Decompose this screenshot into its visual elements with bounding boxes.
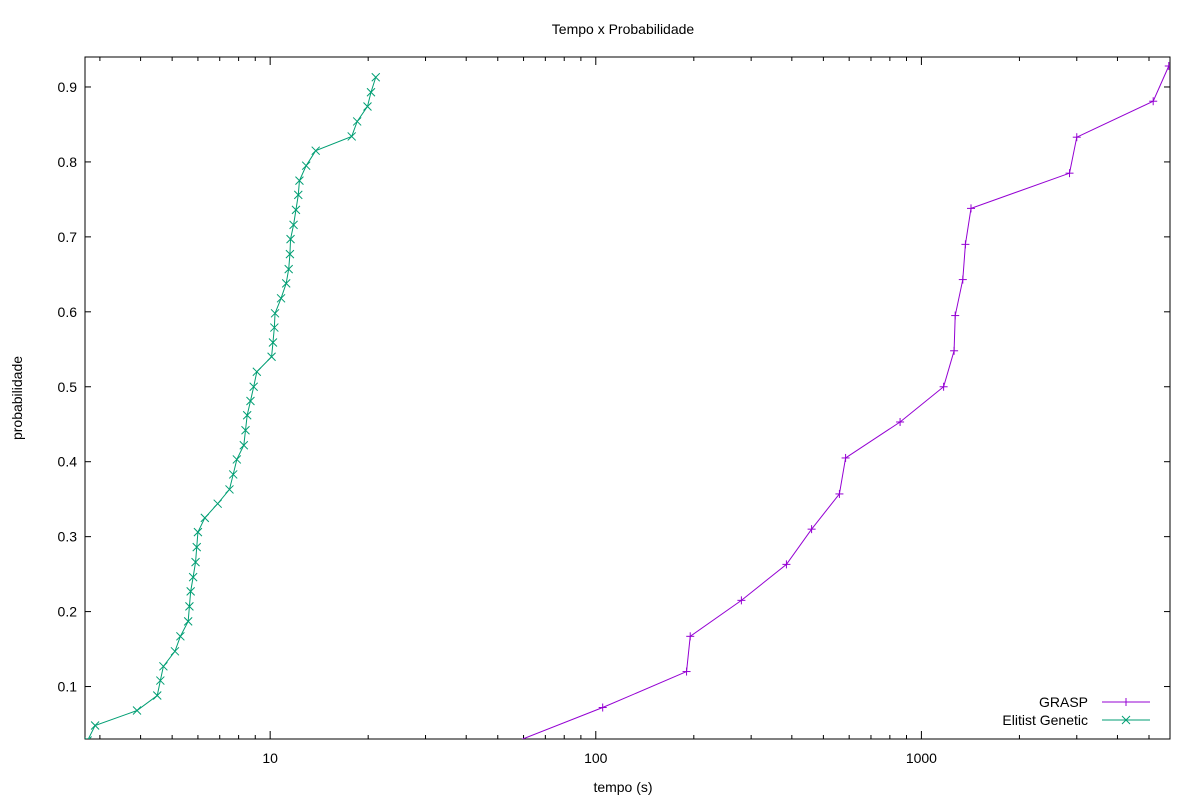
data-point-elitist-genetic bbox=[295, 176, 304, 186]
data-point-grasp bbox=[737, 596, 746, 605]
data-point-elitist-genetic bbox=[289, 220, 298, 230]
legend-marker-grasp bbox=[1122, 698, 1130, 706]
plot-area-frame bbox=[84, 56, 1171, 740]
data-point-grasp bbox=[1149, 97, 1158, 106]
data-point-elitist-genetic bbox=[188, 572, 198, 582]
series-line-elitist-genetic bbox=[87, 77, 377, 739]
data-point-elitist-genetic bbox=[152, 691, 162, 700]
data-point-grasp bbox=[598, 703, 607, 712]
data-point-grasp bbox=[782, 560, 791, 569]
data-point-grasp bbox=[966, 204, 975, 213]
legend-label-grasp: GRASP bbox=[1039, 694, 1088, 710]
data-point-elitist-genetic bbox=[371, 72, 381, 82]
chart-title: Tempo x Probabilidade bbox=[552, 21, 695, 37]
data-point-grasp bbox=[835, 489, 844, 498]
data-point-grasp bbox=[686, 632, 695, 641]
data-point-elitist-genetic bbox=[185, 601, 194, 611]
x-axis-title: tempo (s) bbox=[593, 779, 652, 795]
y-tick-label: 0.4 bbox=[58, 454, 78, 470]
data-point-grasp bbox=[1164, 61, 1170, 70]
data-point-elitist-genetic bbox=[363, 102, 372, 111]
y-tick-label: 0.2 bbox=[58, 604, 78, 620]
data-point-grasp bbox=[1065, 169, 1074, 178]
data-point-elitist-genetic bbox=[267, 352, 276, 362]
y-tick-label: 0.3 bbox=[58, 529, 78, 545]
data-point-elitist-genetic bbox=[192, 542, 202, 552]
data-point-elitist-genetic bbox=[291, 205, 301, 215]
data-point-grasp bbox=[950, 346, 959, 355]
y-tick-label: 0.1 bbox=[58, 679, 78, 695]
legend-marker-elitist-genetic bbox=[1121, 715, 1131, 725]
data-point-elitist-genetic bbox=[183, 616, 193, 626]
data-point-elitist-genetic bbox=[85, 736, 92, 739]
x-tick-label: 1000 bbox=[906, 750, 937, 766]
data-point-grasp bbox=[507, 739, 515, 747]
data-point-elitist-genetic bbox=[276, 293, 286, 303]
data-point-elitist-genetic bbox=[159, 661, 168, 671]
legend: GRASP Elitist Genetic bbox=[1002, 694, 1150, 728]
data-point-elitist-genetic bbox=[225, 485, 234, 494]
data-point-elitist-genetic bbox=[239, 440, 249, 450]
y-tick-label: 0.6 bbox=[58, 304, 78, 320]
data-point-grasp bbox=[807, 525, 816, 534]
data-point-elitist-genetic bbox=[281, 278, 291, 288]
data-point-elitist-genetic bbox=[186, 587, 196, 596]
data-point-elitist-genetic bbox=[241, 425, 250, 435]
data-point-elitist-genetic bbox=[284, 264, 294, 274]
data-point-elitist-genetic bbox=[301, 161, 311, 171]
data-point-elitist-genetic bbox=[249, 382, 259, 392]
y-tick-label: 0.5 bbox=[58, 379, 78, 395]
data-point-grasp bbox=[961, 240, 970, 249]
data-point-grasp bbox=[1072, 133, 1081, 142]
data-point-elitist-genetic bbox=[270, 308, 280, 318]
axis-ticks: 0.1 0.2 0.3 0.4 0.5 0.6 0.7 0.8 0.9 10 100 1000 bbox=[58, 57, 1170, 766]
data-point-grasp bbox=[682, 667, 691, 676]
data-point-elitist-genetic bbox=[155, 676, 165, 685]
data-point-elitist-genetic bbox=[311, 146, 321, 156]
data-point-elitist-genetic bbox=[176, 631, 185, 641]
y-tick-label: 0.8 bbox=[58, 154, 78, 170]
data-point-grasp bbox=[958, 275, 967, 284]
x-tick-label: 100 bbox=[584, 750, 608, 766]
data-point-grasp bbox=[951, 311, 960, 320]
data-point-grasp bbox=[841, 453, 850, 462]
data-point-grasp bbox=[896, 417, 905, 426]
data-point-elitist-genetic bbox=[90, 721, 100, 730]
data-point-elitist-genetic bbox=[213, 499, 223, 509]
data-point-elitist-genetic bbox=[347, 132, 357, 141]
data-point-elitist-genetic bbox=[352, 117, 362, 126]
series-layer bbox=[85, 61, 1170, 747]
x-tick-label: 10 bbox=[262, 750, 278, 766]
data-point-elitist-genetic bbox=[191, 557, 200, 567]
data-point-elitist-genetic bbox=[228, 470, 238, 479]
data-point-elitist-genetic bbox=[293, 190, 303, 200]
data-point-elitist-genetic bbox=[232, 455, 242, 464]
data-point-elitist-genetic bbox=[268, 338, 278, 347]
data-point-elitist-genetic bbox=[366, 87, 376, 97]
data-point-elitist-genetic bbox=[246, 396, 255, 406]
data-point-elitist-genetic bbox=[170, 646, 180, 656]
data-point-elitist-genetic bbox=[285, 249, 295, 259]
data-point-elitist-genetic bbox=[286, 234, 295, 244]
data-point-elitist-genetic bbox=[200, 513, 210, 523]
series-line-grasp bbox=[521, 65, 1170, 739]
data-point-elitist-genetic bbox=[132, 706, 142, 715]
y-tick-label: 0.7 bbox=[58, 229, 78, 245]
data-point-elitist-genetic bbox=[193, 527, 203, 537]
series-grasp bbox=[507, 61, 1170, 747]
data-point-elitist-genetic bbox=[242, 410, 252, 420]
legend-label-elitist-genetic: Elitist Genetic bbox=[1002, 712, 1088, 728]
data-point-grasp bbox=[939, 382, 948, 391]
y-tick-label: 0.9 bbox=[58, 79, 78, 95]
y-axis-title: probabilidade bbox=[9, 356, 25, 440]
data-point-elitist-genetic bbox=[269, 323, 279, 332]
series-elitist-genetic bbox=[85, 72, 381, 739]
data-point-elitist-genetic bbox=[252, 367, 262, 377]
